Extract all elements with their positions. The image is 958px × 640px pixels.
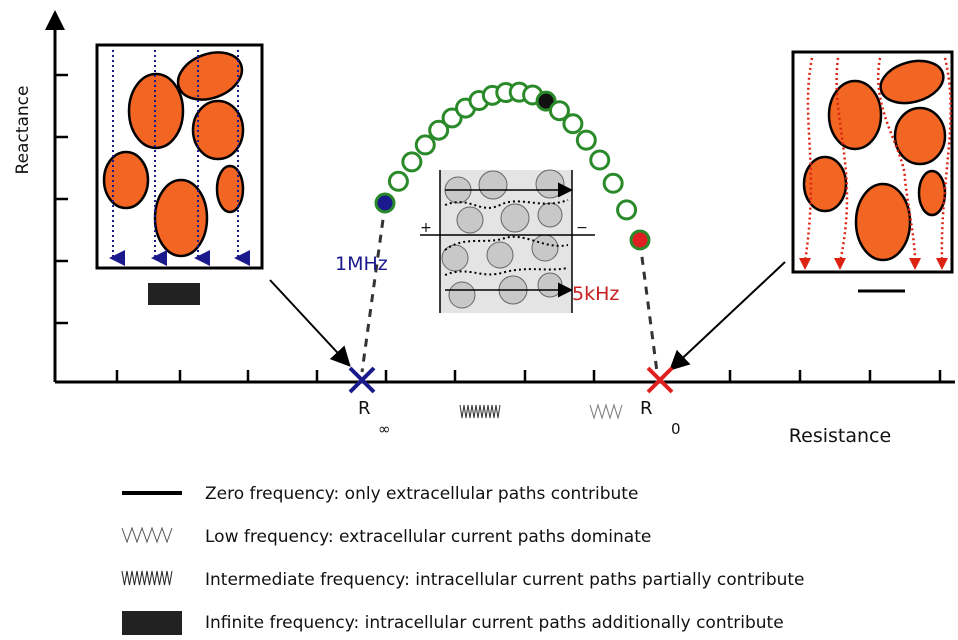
legend-label: Low frequency: extracellular current pat… <box>205 527 651 547</box>
minus-sign: − <box>576 220 588 236</box>
high-frequency-inset <box>97 44 262 305</box>
legend-label: Zero frequency: only extracellular paths… <box>205 484 638 504</box>
frequency-point <box>564 115 582 133</box>
legend: Zero frequency: only extracellular paths… <box>122 484 805 635</box>
figure: Reactance Resistance <box>0 0 958 640</box>
low-freq-label: 5kHz <box>572 283 619 305</box>
pointer-arrow <box>270 280 348 364</box>
intercept-marks <box>350 368 672 392</box>
pointer-arrow <box>672 262 785 368</box>
r-zero-subscript: 0 <box>671 420 681 438</box>
tissue-inset: + − <box>420 170 595 313</box>
r-inf-subscript: ∞ <box>378 420 391 438</box>
high-freq-label: 1MHz <box>335 253 388 275</box>
frequency-point <box>389 172 407 190</box>
plus-sign: + <box>420 220 432 236</box>
frequency-point <box>604 174 622 192</box>
legend-label: Intermediate frequency: intracellular cu… <box>205 570 805 590</box>
frequency-point <box>591 151 609 169</box>
y-axis-label: Reactance <box>13 86 33 175</box>
r-inf-symbol: R <box>358 398 371 419</box>
frequency-point <box>403 153 421 171</box>
low-frequency-inset <box>793 52 952 291</box>
r-zero-symbol: R <box>640 398 653 419</box>
x-axis-label: Resistance <box>789 425 891 447</box>
legend-label: Infinite frequency: intracellular curren… <box>205 613 784 633</box>
frequency-point <box>618 201 636 219</box>
frequency-point <box>376 194 394 212</box>
frequency-point <box>631 231 649 249</box>
frequency-point <box>416 136 434 154</box>
frequency-glyphs <box>460 405 622 418</box>
frequency-point <box>577 131 595 149</box>
